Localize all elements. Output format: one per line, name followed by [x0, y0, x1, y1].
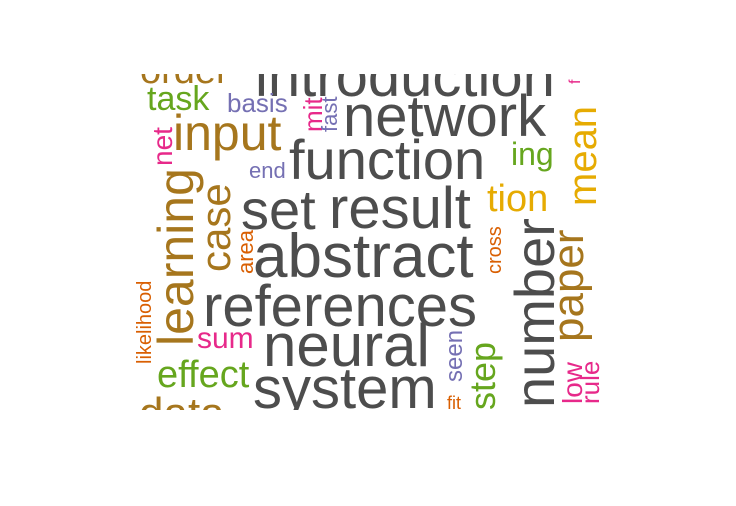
word-end: end — [249, 158, 286, 183]
word-step: step — [462, 341, 503, 410]
word-cross: cross — [484, 226, 506, 274]
word-system: system — [253, 356, 437, 411]
word-task: task — [147, 80, 210, 118]
word-function: function — [289, 128, 486, 191]
word-basis: basis — [227, 88, 288, 118]
word-introduction: introduction — [255, 74, 555, 109]
word-neural: neural — [263, 312, 430, 379]
word-paper: paper — [544, 229, 593, 342]
word-input: input — [173, 105, 282, 161]
word-case: case — [192, 183, 239, 272]
word-abstract: abstract — [253, 222, 474, 291]
word-references: references — [203, 274, 478, 339]
word-f: f — [567, 79, 584, 84]
word-tion: tion — [487, 178, 549, 220]
word-effect: effect — [157, 354, 250, 396]
word-set: set — [241, 178, 316, 241]
word-network: network — [343, 84, 547, 149]
word-ing: ing — [511, 136, 554, 172]
word-mean: mean — [561, 105, 605, 206]
word-likelihood: likelihood — [135, 280, 156, 364]
word-fit: fit — [447, 393, 462, 410]
word-sum: sum — [197, 322, 254, 355]
word-rule: rule — [575, 360, 605, 404]
word-cloud-area: orderintroductionftaskbasismitfastnetwor… — [135, 74, 605, 410]
word-result: result — [329, 176, 471, 241]
word-order: order — [140, 74, 229, 90]
word-fast: fast — [317, 96, 342, 132]
word-data: data — [139, 392, 225, 411]
